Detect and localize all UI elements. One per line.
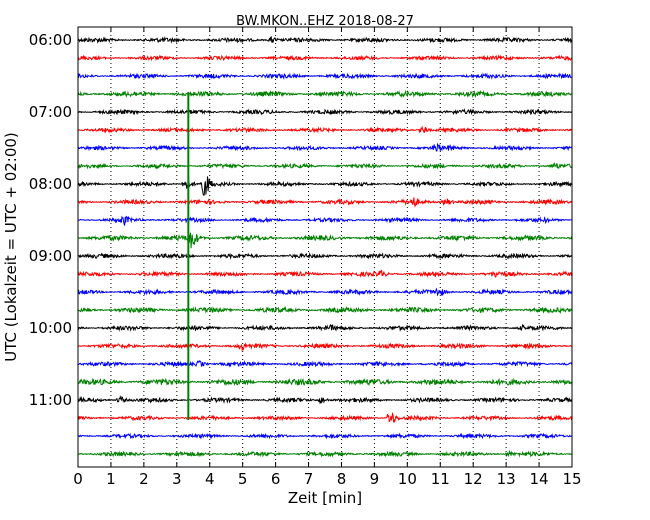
x-tick-label: 7 [304, 470, 314, 488]
trace-line [77, 395, 573, 405]
trace-line [77, 252, 573, 260]
trace-line [77, 342, 573, 352]
x-tick-label: 5 [238, 470, 248, 488]
trace-line [77, 432, 573, 440]
y-tick-label: 09:00 [29, 247, 72, 265]
trace-line [77, 197, 573, 208]
trace-line [77, 89, 573, 99]
trace-line [77, 35, 573, 45]
plot-frame [77, 26, 573, 468]
trace-line [77, 449, 573, 458]
x-tick-label: 8 [337, 470, 347, 488]
x-tick-label: 9 [370, 470, 380, 488]
trace-line [77, 108, 573, 116]
chart-title: BW.MKON..EHZ 2018-08-27 [236, 14, 414, 29]
x-tick-label: 0 [73, 470, 83, 488]
x-tick-label: 11 [431, 470, 450, 488]
trace-line [77, 411, 573, 424]
y-tick-label: 08:00 [29, 175, 72, 193]
trace-line [77, 232, 573, 249]
trace-line [77, 287, 573, 297]
x-tick-label: 10 [398, 470, 417, 488]
x-tick-label: 14 [530, 470, 549, 488]
x-tick-label: 4 [205, 470, 215, 488]
trace-lines [77, 35, 573, 458]
x-tick-label: 6 [271, 470, 281, 488]
trace-line [77, 72, 573, 81]
y-axis-ticks: 06:00 07:00 08:00 09:00 10:00 11:00 [29, 31, 572, 409]
trace-line [77, 377, 573, 387]
trace-line [77, 176, 573, 196]
trace-line [77, 359, 573, 368]
trace-line [77, 269, 573, 278]
x-tick-label: 1 [106, 470, 116, 488]
y-tick-label: 06:00 [29, 31, 72, 49]
grid-lines [110, 27, 540, 467]
x-axis-ticks: 0 1 2 3 4 5 6 7 8 9 10 11 12 13 14 15 [73, 27, 582, 488]
trace-line [77, 161, 573, 170]
x-tick-label: 12 [464, 470, 483, 488]
trace-line [77, 323, 573, 332]
x-tick-label: 13 [497, 470, 516, 488]
trace-line [77, 306, 573, 315]
y-axis-label: UTC (Lokalzeit = UTC + 02:00) [2, 132, 20, 362]
trace-line [77, 125, 573, 134]
trace-line [77, 142, 573, 152]
x-tick-label: 3 [172, 470, 182, 488]
x-tick-label: 15 [562, 470, 581, 488]
trace-line [77, 215, 573, 227]
x-tick-label: 2 [139, 470, 149, 488]
y-tick-label: 10:00 [29, 319, 72, 337]
y-tick-label: 07:00 [29, 103, 72, 121]
y-tick-label: 11:00 [29, 391, 72, 409]
x-axis-label: Zeit [min] [288, 489, 362, 507]
trace-line [77, 54, 573, 62]
